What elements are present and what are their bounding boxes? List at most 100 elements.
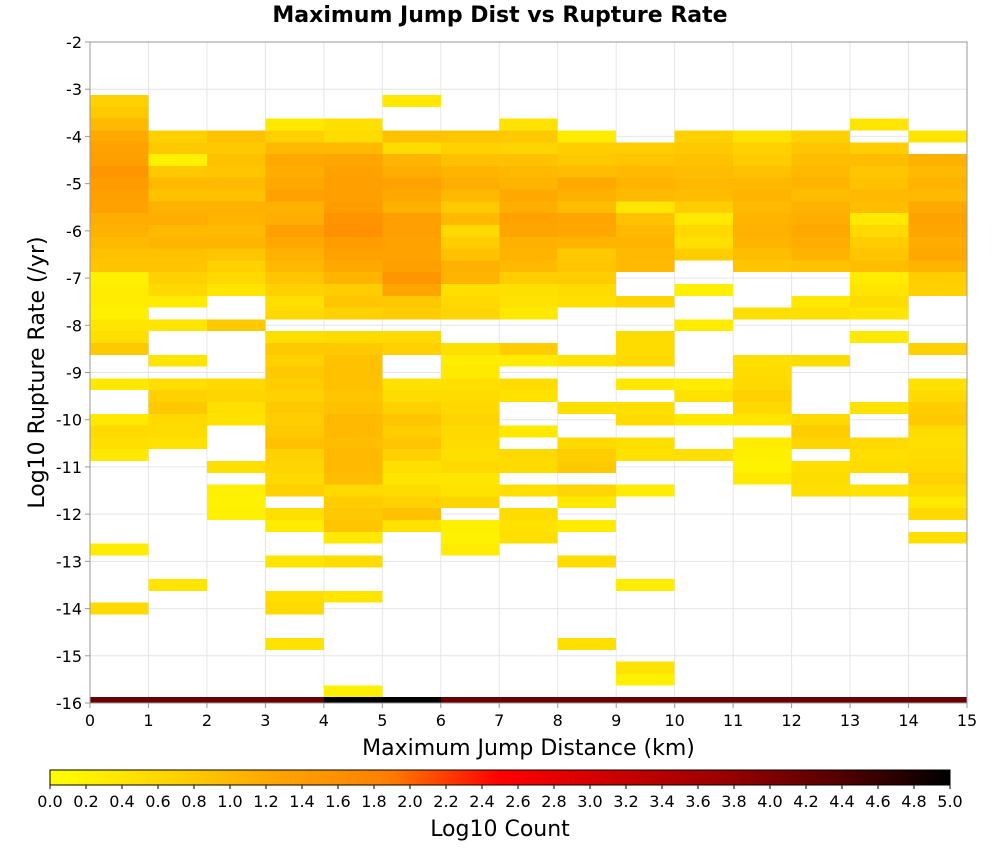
- heatmap-cell: [265, 283, 324, 296]
- heatmap-cell: [382, 342, 441, 355]
- heatmap-cell: [440, 260, 500, 273]
- heatmap-cell: [440, 496, 500, 509]
- heatmap-cell: [440, 130, 500, 143]
- heatmap-cell: [323, 213, 383, 225]
- heatmap-cell: [265, 520, 324, 532]
- heatmap-cell: [148, 189, 207, 202]
- heatmap-cell: [499, 697, 558, 703]
- heatmap-cell: [323, 201, 383, 214]
- heatmap-cell: [206, 283, 266, 296]
- heatmap-cell: [616, 201, 675, 214]
- heatmap-cell: [382, 154, 441, 166]
- heatmap-cell: [206, 236, 266, 249]
- heatmap-cell: [90, 543, 149, 556]
- heatmap-cell: [791, 130, 851, 143]
- y-tick-label: -10: [56, 411, 82, 430]
- heatmap-cell: [908, 697, 967, 703]
- heatmap-cell: [850, 236, 909, 249]
- heatmap-cell: [440, 354, 500, 367]
- heatmap-cell: [908, 177, 967, 190]
- heatmap-cell: [206, 461, 266, 473]
- heatmap-cell: [323, 590, 383, 603]
- heatmap-cell: [791, 142, 851, 155]
- x-tick-label: 5: [377, 711, 387, 730]
- heatmap-cell: [323, 165, 383, 178]
- heatmap-cell: [674, 189, 734, 202]
- colorbar-tick-label: 4.6: [865, 792, 890, 811]
- heatmap-cell: [499, 378, 558, 391]
- heatmap-cell: [908, 154, 967, 166]
- heatmap-cell: [791, 165, 851, 178]
- heatmap-cell: [674, 697, 734, 703]
- heatmap-cell: [323, 260, 383, 273]
- heatmap-cell: [323, 331, 383, 343]
- heatmap-cell: [382, 201, 441, 214]
- x-tick-label: 2: [202, 711, 212, 730]
- heatmap-cell: [733, 402, 792, 414]
- heatmap-cell: [733, 177, 792, 190]
- heatmap-cell: [499, 531, 558, 544]
- colorbar-tick-label: 1.8: [361, 792, 386, 811]
- heatmap-cell: [323, 236, 383, 249]
- heatmap-cell: [323, 366, 383, 379]
- heatmap-cell: [323, 130, 383, 143]
- heatmap-cell: [733, 697, 792, 703]
- heatmap-cell: [850, 307, 909, 320]
- heatmap-cell: [499, 236, 558, 249]
- heatmap-cell: [265, 248, 324, 261]
- heatmap-cell: [557, 484, 617, 497]
- heatmap-cell: [616, 697, 675, 703]
- heatmap-cell: [323, 378, 383, 391]
- heatmap-cell: [265, 378, 324, 391]
- heatmap-cell: [148, 177, 207, 190]
- heatmap-cell: [323, 520, 383, 532]
- heatmap-cell: [791, 295, 851, 308]
- heatmap-cell: [557, 354, 617, 367]
- colorbar-tick-label: 2.0: [397, 792, 422, 811]
- heatmap-cell: [557, 130, 617, 143]
- heatmap-cell: [265, 189, 324, 202]
- y-tick-label: -13: [56, 552, 82, 571]
- heatmap-cell: [323, 189, 383, 202]
- colorbar-tick-label: 1.4: [289, 792, 314, 811]
- heatmap-cell: [499, 461, 558, 473]
- heatmap-cell: [499, 520, 558, 532]
- heatmap-cell: [557, 142, 617, 155]
- heatmap-cell: [265, 484, 324, 497]
- heatmap-cell: [148, 283, 207, 296]
- heatmap-cell: [265, 449, 324, 462]
- x-tick-label: 7: [494, 711, 504, 730]
- heatmap-cell: [382, 236, 441, 249]
- heatmap-cell: [733, 307, 792, 320]
- heatmap-cell: [733, 142, 792, 155]
- heatmap-cell: [206, 496, 266, 509]
- heatmap-cell: [265, 461, 324, 473]
- heatmap-cell: [616, 661, 675, 674]
- heatmap-cell: [90, 342, 149, 355]
- heatmap-cell: [148, 295, 207, 308]
- colorbar-tick-label: 4.8: [901, 792, 926, 811]
- heatmap-cell: [791, 213, 851, 225]
- heatmap-cell: [265, 508, 324, 521]
- heatmap-cell: [265, 366, 324, 379]
- heatmap-cell: [323, 461, 383, 473]
- heatmap-cell: [850, 260, 909, 273]
- heatmap-cell: [908, 201, 967, 214]
- heatmap-cell: [148, 413, 207, 426]
- heatmap-cell: [557, 496, 617, 509]
- heatmap-cell: [616, 165, 675, 178]
- heatmap-cell: [440, 165, 500, 178]
- y-tick-label: -8: [66, 316, 82, 335]
- heatmap-cell: [557, 437, 617, 450]
- heatmap-cell: [499, 248, 558, 261]
- heatmap-cell: [908, 425, 967, 438]
- x-tick-label: 15: [957, 711, 977, 730]
- heatmap-cell: [440, 248, 500, 261]
- heatmap-cell: [616, 378, 675, 391]
- heatmap-cell: [499, 213, 558, 225]
- heatmap-cell: [90, 449, 149, 462]
- heatmap-cell: [440, 224, 500, 237]
- heatmap-cell: [850, 248, 909, 261]
- heatmap-cell: [206, 201, 266, 214]
- heatmap-cell: [323, 342, 383, 355]
